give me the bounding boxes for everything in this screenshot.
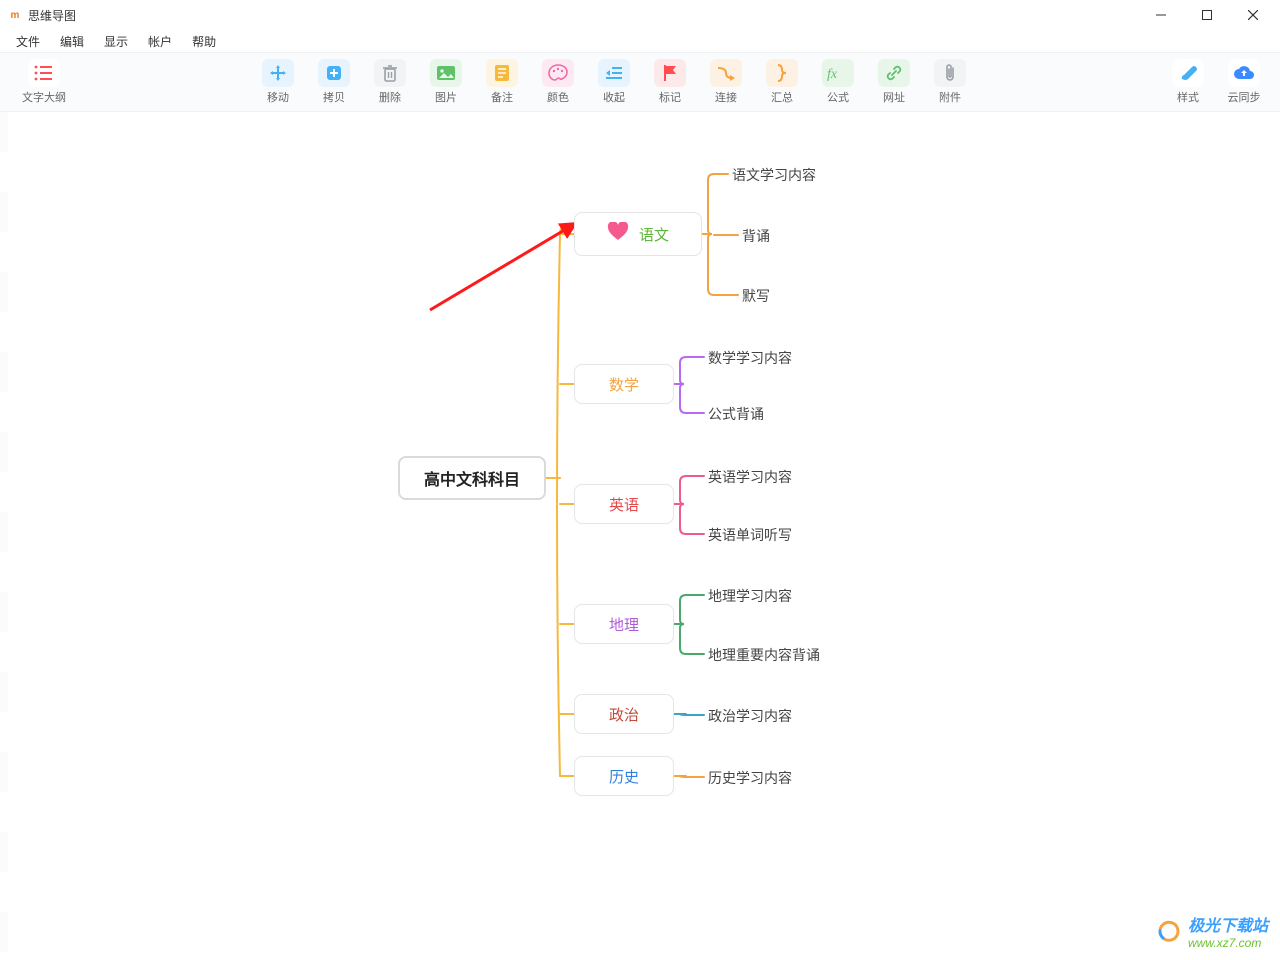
node-label: 语文 [639, 224, 669, 245]
mindmap-leaf[interactable]: 地理重要内容背诵 [708, 645, 820, 665]
node-label: 英语 [609, 494, 639, 515]
url-button[interactable]: 网址 [867, 56, 921, 108]
mindmap-leaf[interactable]: 公式背诵 [708, 404, 764, 424]
menu-edit[interactable]: 编辑 [50, 31, 94, 52]
mindmap-leaf[interactable]: 政治学习内容 [708, 706, 792, 726]
outdent-icon [598, 59, 630, 87]
window-controls [1138, 0, 1276, 30]
connect-icon [710, 59, 742, 87]
image-icon [430, 59, 462, 87]
style-button[interactable]: 样式 [1161, 56, 1215, 108]
summary-label: 汇总 [771, 89, 793, 105]
connect-button[interactable]: 连接 [699, 56, 753, 108]
delete-button[interactable]: 删除 [363, 56, 417, 108]
cloud-label: 云同步 [1228, 89, 1261, 105]
svg-text:fx: fx [827, 67, 838, 81]
delete-label: 删除 [379, 89, 401, 105]
list-icon [28, 59, 60, 87]
mindmap-node[interactable]: 历史 [574, 756, 674, 796]
mindmap-node[interactable]: 地理 [574, 604, 674, 644]
node-label: 数学 [609, 374, 639, 395]
mindmap-node[interactable]: 数学 [574, 364, 674, 404]
formula-button[interactable]: fx 公式 [811, 56, 865, 108]
annotation-arrow [430, 222, 578, 310]
mindmap-leaf[interactable]: 地理学习内容 [708, 586, 792, 606]
brush-icon [1172, 59, 1204, 87]
node-label: 历史 [609, 766, 639, 787]
image-button[interactable]: 图片 [419, 56, 473, 108]
move-icon [262, 59, 294, 87]
mindmap-node[interactable]: 英语 [574, 484, 674, 524]
mark-button[interactable]: 标记 [643, 56, 697, 108]
mindmap-leaf[interactable]: 历史学习内容 [708, 768, 792, 788]
formula-icon: fx [822, 59, 854, 87]
mindmap-leaf[interactable]: 英语单词听写 [708, 525, 792, 545]
mindmap-leaf[interactable]: 语文学习内容 [732, 165, 816, 185]
style-label: 样式 [1177, 89, 1199, 105]
node-label: 政治 [609, 704, 639, 725]
menu-view[interactable]: 显示 [94, 31, 138, 52]
palette-icon [542, 59, 574, 87]
copy-button[interactable]: 拷贝 [307, 56, 361, 108]
window-title: 思维导图 [28, 7, 76, 24]
menu-account[interactable]: 帐户 [138, 31, 182, 52]
collapse-button[interactable]: 收起 [587, 56, 641, 108]
note-button[interactable]: 备注 [475, 56, 529, 108]
mark-label: 标记 [659, 89, 681, 105]
formula-label: 公式 [827, 89, 849, 105]
left-ruler [0, 112, 8, 960]
copy-label: 拷贝 [323, 89, 345, 105]
bracket-icon [766, 59, 798, 87]
note-icon [486, 59, 518, 87]
move-button[interactable]: 移动 [251, 56, 305, 108]
watermark: 极光下载站 www.xz7.com [1156, 912, 1268, 950]
canvas[interactable]: 高中文科科目 语文 语文学习内容背诵默写数学 数学学习内容公式背诵英语 英语学习内容英语… [0, 112, 1280, 960]
url-label: 网址 [883, 89, 905, 105]
color-button[interactable]: 颜色 [531, 56, 585, 108]
node-label: 高中文科科目 [424, 466, 520, 490]
mindmap-node[interactable]: 政治 [574, 694, 674, 734]
outline-button[interactable]: 文字大纲 [9, 56, 79, 108]
link-icon [878, 59, 910, 87]
attach-button[interactable]: 附件 [923, 56, 977, 108]
color-label: 颜色 [547, 89, 569, 105]
connect-label: 连接 [715, 89, 737, 105]
image-label: 图片 [435, 89, 457, 105]
minimize-button[interactable] [1138, 0, 1184, 30]
app-icon: m [8, 8, 22, 22]
watermark-url: www.xz7.com [1188, 936, 1268, 950]
cloud-icon [1228, 59, 1260, 87]
mindmap-leaf[interactable]: 英语学习内容 [708, 467, 792, 487]
heart-icon [607, 222, 629, 246]
move-label: 移动 [267, 89, 289, 105]
maximize-button[interactable] [1184, 0, 1230, 30]
mindmap-node[interactable]: 高中文科科目 [398, 456, 546, 500]
watermark-logo-icon [1156, 918, 1182, 944]
node-label: 地理 [609, 614, 639, 635]
attach-label: 附件 [939, 89, 961, 105]
mindmap-leaf[interactable]: 默写 [742, 286, 770, 306]
flag-icon [654, 59, 686, 87]
copy-icon [318, 59, 350, 87]
toolbar: 文字大纲 移动 拷贝 删除 图片 备注 颜色 [0, 52, 1280, 112]
paperclip-icon [934, 59, 966, 87]
outline-label: 文字大纲 [22, 89, 66, 105]
summary-button[interactable]: 汇总 [755, 56, 809, 108]
menubar: 文件 编辑 显示 帐户 帮助 [0, 30, 1280, 52]
titlebar: m 思维导图 [0, 0, 1280, 30]
watermark-text: 极光下载站 [1188, 912, 1268, 936]
menu-help[interactable]: 帮助 [182, 31, 226, 52]
close-button[interactable] [1230, 0, 1276, 30]
note-label: 备注 [491, 89, 513, 105]
collapse-label: 收起 [603, 89, 625, 105]
mindmap-node[interactable]: 语文 [574, 212, 702, 256]
trash-icon [374, 59, 406, 87]
mindmap-leaf[interactable]: 背诵 [742, 226, 770, 246]
cloud-button[interactable]: 云同步 [1217, 56, 1271, 108]
mindmap-leaf[interactable]: 数学学习内容 [708, 348, 792, 368]
menu-file[interactable]: 文件 [6, 31, 50, 52]
